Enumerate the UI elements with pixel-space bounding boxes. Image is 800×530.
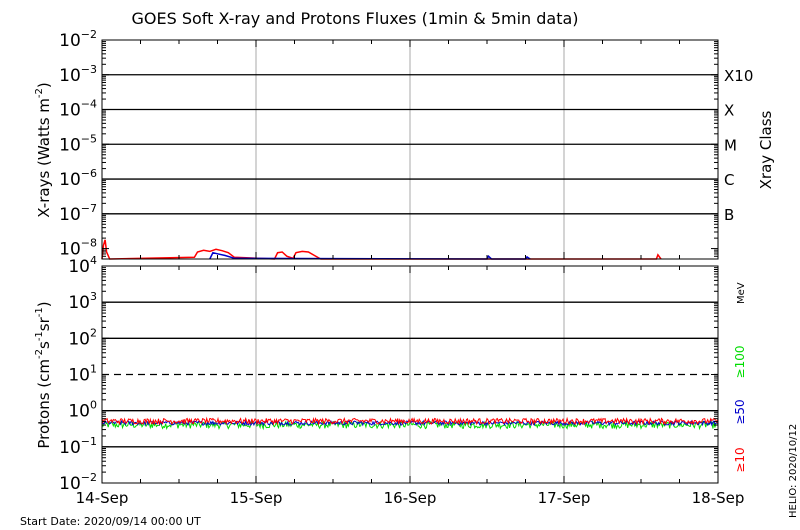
panel-frame	[101, 39, 719, 260]
proton-y-tick-label: 100	[68, 399, 97, 422]
proton-y-axis-label: Protons (cm-2s-1sr-1)	[34, 301, 53, 448]
proton-y-tick-label: 10−2	[59, 471, 97, 494]
proton-y-tick-label: 104	[68, 254, 97, 277]
xray-y-tick-label: 10−6	[59, 167, 97, 190]
xray-series-red	[101, 239, 662, 260]
xray-class-label: C	[724, 171, 734, 189]
xray-class-label: M	[724, 136, 737, 154]
proton-y-tick-label: 102	[68, 326, 97, 349]
xray-y-tick-label: 10−4	[59, 98, 97, 121]
xray-class-label: B	[724, 206, 734, 224]
x-tick-label: 18-Sep	[692, 489, 745, 507]
proton-y-tick-label: 103	[68, 290, 97, 313]
energy-label: ≥10	[733, 447, 747, 472]
energy-label: ≥100	[733, 346, 747, 379]
helio-date-label: HELIO: 2020/10/12	[788, 424, 799, 518]
xray-class-label: X	[724, 102, 734, 120]
proton-series-red	[101, 416, 719, 426]
xray-y-tick-label: 10−5	[59, 132, 97, 155]
proton-panel: 10−2 10−1 100 101 102 103 104 MeV ≥100 ≥50 ≥10 Prot…	[34, 254, 747, 494]
chart-title: GOES Soft X-ray and Protons Fluxes (1min…	[131, 9, 578, 28]
x-tick-label: 14-Sep	[76, 489, 129, 507]
energy-unit-label: MeV	[736, 282, 747, 304]
xray-y-tick-label: 10−2	[59, 28, 97, 51]
x-tick-label: 15-Sep	[230, 489, 283, 507]
time-axis: 14-Sep 15-Sep 16-Sep 17-Sep 18-Sep	[76, 489, 745, 507]
xray-y-tick-label: 10−3	[59, 63, 97, 86]
proton-y-tick-label: 101	[68, 363, 97, 386]
xray-y-tick-label: 10−7	[59, 202, 97, 225]
x-tick-label: 16-Sep	[384, 489, 437, 507]
xray-class-axis-label: Xray Class	[757, 110, 775, 189]
xray-class-label: X10	[724, 67, 753, 85]
start-date-label: Start Date: 2020/09/14 00:00 UT	[20, 515, 201, 528]
xray-y-axis-label: X-rays (Watts m-2)	[34, 82, 53, 217]
proton-y-tick-label: 10−1	[59, 435, 97, 458]
x-tick-label: 17-Sep	[538, 489, 591, 507]
panel-frame	[101, 265, 719, 484]
xray-y-tick-label: 10−8	[59, 237, 97, 260]
energy-label: ≥50	[733, 399, 747, 424]
xray-series-blue	[209, 251, 531, 260]
